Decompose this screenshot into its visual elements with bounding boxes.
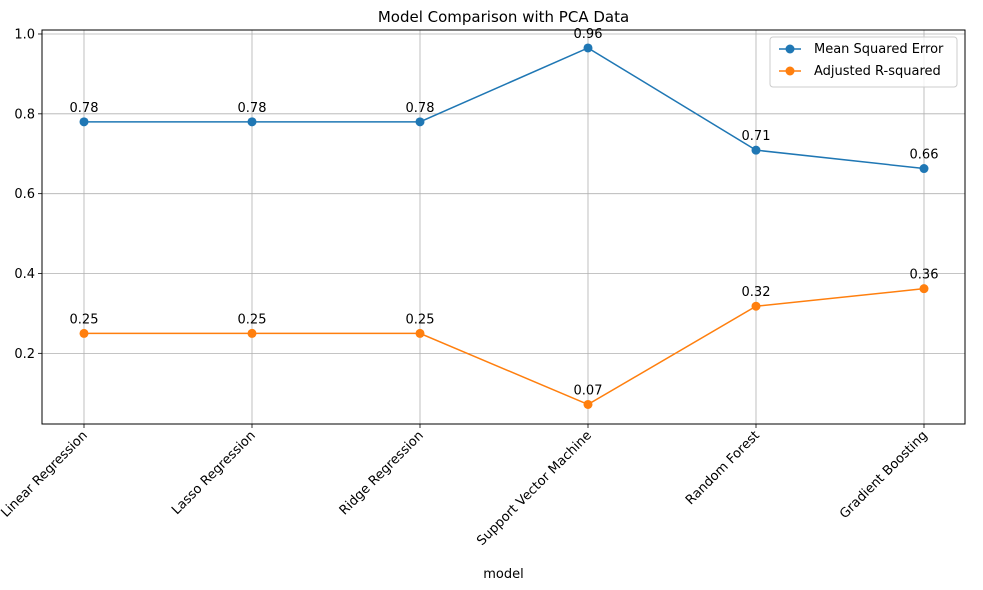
data-point-adjusted-r-squared [751,301,761,311]
data-point-adjusted-r-squared [583,399,593,409]
data-point-mean-squared-error [583,43,593,53]
x-axis-label: model [483,567,523,582]
plot-frame [41,29,966,425]
data-point-mean-squared-error [247,117,257,127]
data-label-adjusted-r-squared: 0.25 [238,312,267,327]
data-point-adjusted-r-squared [919,284,929,294]
y-tick-label: 0.4 [14,267,35,282]
y-tick-label: 0.6 [14,187,35,202]
chart-title: Model Comparison with PCA Data [378,8,629,26]
legend: Mean Squared Error Adjusted R-squared [769,36,958,88]
data-label-mean-squared-error: 0.78 [70,101,99,116]
data-label-mean-squared-error: 0.78 [406,101,435,116]
data-label-mean-squared-error: 0.66 [910,148,939,163]
data-label-adjusted-r-squared: 0.25 [406,312,435,327]
data-label-adjusted-r-squared: 0.25 [70,312,99,327]
data-label-adjusted-r-squared: 0.32 [742,285,771,300]
data-label-mean-squared-error: 0.96 [574,27,603,42]
data-point-adjusted-r-squared [79,328,89,338]
data-point-mean-squared-error [415,117,425,127]
data-point-mean-squared-error [751,145,761,155]
series-line-adjusted-r-squared [84,287,925,406]
legend-label-adjusted-r-squared: Adjusted R-squared [814,64,941,79]
data-point-mean-squared-error [79,117,89,127]
data-label-adjusted-r-squared: 0.07 [574,383,603,398]
legend-marker-adjusted-r-squared [785,66,795,76]
y-tick-label: 0.2 [14,347,35,362]
y-tick-label: 1.0 [14,27,35,42]
legend-label-mean-squared-error: Mean Squared Error [814,42,944,57]
data-label-mean-squared-error: 0.71 [742,129,771,144]
data-point-adjusted-r-squared [247,328,257,338]
series-line-mean-squared-error [84,47,925,170]
y-tick-label: 0.8 [14,107,35,122]
data-point-adjusted-r-squared [415,328,425,338]
legend-marker-mean-squared-error [785,44,795,54]
data-point-mean-squared-error [919,164,929,174]
legend-box [769,36,958,88]
data-label-mean-squared-error: 0.78 [238,101,267,116]
data-label-adjusted-r-squared: 0.36 [910,268,939,283]
